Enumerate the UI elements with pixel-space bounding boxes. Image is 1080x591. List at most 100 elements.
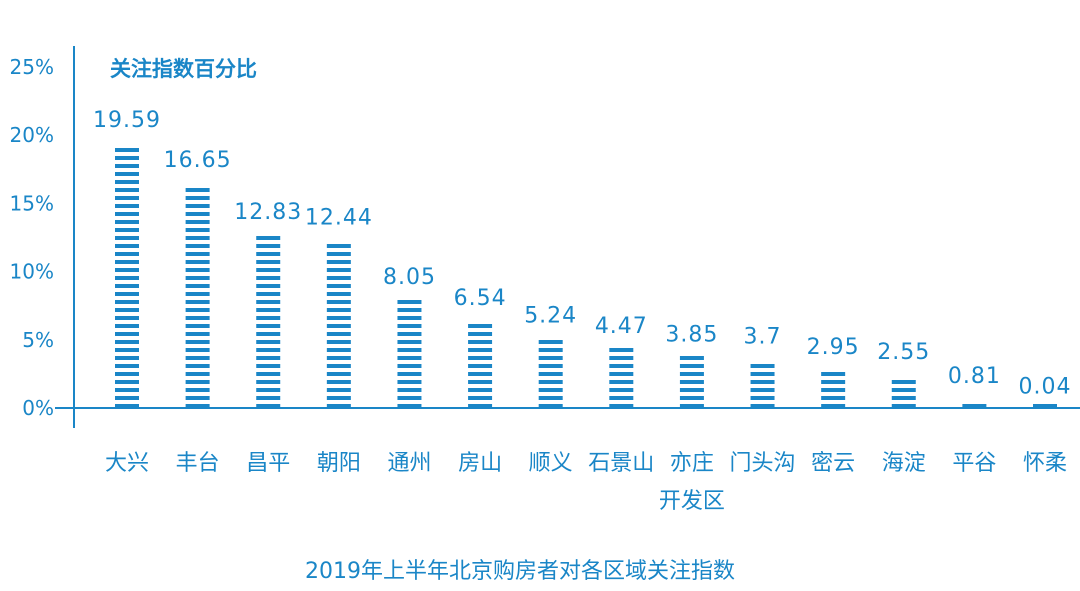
bar-stripe	[821, 380, 846, 384]
y-tick-label: 25%	[10, 55, 54, 79]
x-tick-label: 亦庄	[670, 451, 714, 476]
bar-stripe	[256, 324, 281, 328]
x-tick-label: 石景山	[588, 451, 654, 476]
y-tick-label: 10%	[10, 260, 54, 284]
bar	[1033, 404, 1057, 408]
bar-stripe	[115, 212, 139, 216]
data-label: 8.05	[383, 265, 436, 290]
bar-stripe	[256, 308, 281, 312]
bar-stripe	[256, 268, 281, 272]
x-tick-label: 朝阳	[317, 451, 361, 476]
bar-stripe	[891, 388, 916, 392]
bar-stripe	[185, 396, 210, 400]
bar-stripe	[326, 268, 351, 272]
bar-stripe	[609, 372, 634, 376]
bar-stripe	[115, 260, 139, 264]
bar-stripe	[185, 188, 210, 192]
x-tick-label: 大兴	[105, 451, 149, 476]
bar-stripe	[538, 380, 563, 384]
bar-stripe	[256, 236, 281, 240]
bar-stripe	[185, 244, 210, 248]
bar-stripe	[115, 404, 139, 408]
bar-stripe	[256, 252, 281, 256]
bar-stripe	[468, 388, 493, 392]
bar-stripe	[397, 300, 422, 304]
bar-stripe	[185, 292, 210, 296]
bar-stripe	[185, 236, 210, 240]
bar-stripe	[185, 300, 210, 304]
bar-stripe	[115, 268, 139, 272]
bar-stripe	[185, 212, 210, 216]
bar-stripe	[115, 276, 139, 280]
bar-stripe	[468, 340, 493, 344]
bar-stripe	[185, 228, 210, 232]
bar-stripe	[609, 404, 634, 408]
y-axis: 0% 5% 10% 15% 20% 25%	[10, 46, 1080, 428]
bar-stripe	[115, 308, 139, 312]
bar-stripe	[397, 340, 422, 344]
bar-stripe	[256, 244, 281, 248]
bar-stripe	[397, 356, 422, 360]
bar-stripe	[326, 404, 351, 408]
bar-stripe	[115, 244, 139, 248]
bars	[115, 148, 1057, 408]
bar-stripe	[538, 340, 563, 344]
bar-stripe	[609, 348, 634, 352]
bar-stripe	[256, 364, 281, 368]
bar-stripe	[115, 372, 139, 376]
bar-stripe	[256, 356, 281, 360]
bar	[115, 148, 139, 408]
bar-stripe	[891, 380, 916, 384]
bar-stripe	[115, 324, 139, 328]
bar-stripe	[1033, 404, 1057, 408]
bar-stripe	[538, 356, 563, 360]
bar-stripe	[821, 404, 846, 408]
bar-stripe	[326, 300, 351, 304]
bar-stripe	[326, 324, 351, 328]
data-label: 6.54	[454, 286, 507, 311]
data-label: 3.85	[665, 322, 718, 347]
bar-stripe	[538, 348, 563, 352]
bar-stripe	[256, 388, 281, 392]
bar-stripe	[468, 380, 493, 384]
bar-stripe	[326, 316, 351, 320]
bar-stripe	[326, 380, 351, 384]
bar-stripe	[256, 332, 281, 336]
bar-stripe	[326, 260, 351, 264]
bar-stripe	[256, 316, 281, 320]
bar-stripe	[115, 348, 139, 352]
x-tick-label: 顺义	[529, 451, 573, 476]
bar-stripe	[115, 204, 139, 208]
bar-stripe	[397, 380, 422, 384]
bar-stripe	[326, 244, 351, 248]
bar	[538, 340, 563, 408]
bar-stripe	[185, 268, 210, 272]
x-tick-label: 丰台	[176, 451, 220, 476]
bar-stripe	[115, 156, 139, 160]
bar-stripe	[115, 252, 139, 256]
bar-stripe	[962, 404, 987, 408]
bar-stripe	[185, 204, 210, 208]
bar-stripe	[256, 292, 281, 296]
bar-stripe	[115, 388, 139, 392]
bar-stripe	[185, 380, 210, 384]
bar-stripe	[609, 388, 634, 392]
bar-stripe	[185, 372, 210, 376]
bar-stripe	[115, 172, 139, 176]
bar-stripe	[821, 372, 846, 376]
bar-stripe	[679, 404, 704, 408]
bar	[962, 404, 987, 408]
bar-stripe	[326, 348, 351, 352]
bar-stripe	[115, 340, 139, 344]
bar-stripe	[609, 356, 634, 360]
bar-stripe	[256, 340, 281, 344]
x-tick-label: 房山	[458, 451, 502, 476]
y-tick-label: 0%	[22, 396, 54, 420]
bar-stripe	[468, 396, 493, 400]
bar-stripe	[185, 196, 210, 200]
bar-stripe	[750, 404, 775, 408]
bar-stripe	[397, 396, 422, 400]
bar-stripe	[609, 364, 634, 368]
